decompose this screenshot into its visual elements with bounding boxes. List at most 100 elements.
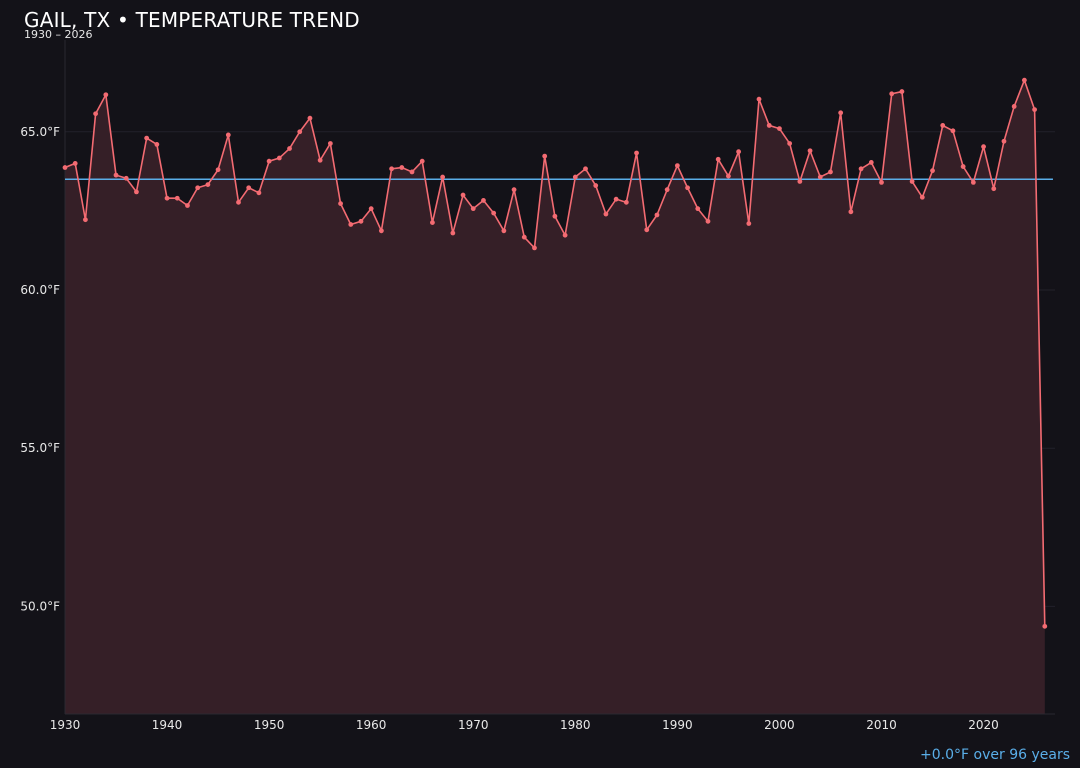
data-point-1965 bbox=[419, 158, 425, 164]
data-point-1954 bbox=[307, 115, 313, 121]
data-point-1972 bbox=[491, 210, 497, 216]
y-tick-label: 55.0°F bbox=[20, 441, 60, 455]
data-point-1995 bbox=[726, 173, 731, 179]
x-tick-label: 1960 bbox=[356, 718, 387, 732]
data-point-1989 bbox=[664, 187, 670, 193]
data-point-1997 bbox=[746, 221, 752, 226]
data-point-2000 bbox=[777, 126, 782, 132]
data-point-1943 bbox=[195, 185, 201, 191]
data-point-1953 bbox=[297, 129, 303, 135]
data-point-1983 bbox=[603, 211, 609, 217]
chart-title: GAIL, TX • TEMPERATURE TREND bbox=[24, 8, 360, 32]
data-point-1973 bbox=[501, 228, 507, 234]
data-point-1979 bbox=[562, 232, 568, 238]
data-point-1944 bbox=[205, 182, 211, 188]
data-point-1947 bbox=[236, 199, 241, 205]
data-point-1984 bbox=[613, 196, 619, 202]
data-point-2020 bbox=[981, 144, 986, 150]
data-point-1939 bbox=[154, 142, 160, 147]
data-point-2002 bbox=[797, 179, 803, 184]
data-point-2003 bbox=[807, 148, 813, 154]
trend-summary: +0.0°F over 96 years bbox=[920, 747, 1070, 763]
data-point-1992 bbox=[695, 206, 701, 212]
data-point-1999 bbox=[766, 123, 772, 128]
data-point-1974 bbox=[511, 187, 517, 193]
x-tick-label: 2010 bbox=[866, 718, 897, 732]
data-point-1957 bbox=[338, 201, 343, 206]
data-point-2009 bbox=[868, 160, 874, 165]
data-point-1969 bbox=[460, 192, 466, 198]
data-point-1933 bbox=[93, 111, 99, 117]
data-point-2010 bbox=[879, 179, 884, 185]
x-tick-label: 2020 bbox=[968, 718, 999, 732]
data-point-1956 bbox=[327, 141, 333, 146]
x-tick-label: 1990 bbox=[662, 718, 693, 732]
data-point-1960 bbox=[368, 206, 374, 212]
data-point-2022 bbox=[1001, 138, 1007, 144]
data-point-1998 bbox=[756, 96, 762, 102]
data-point-1981 bbox=[583, 166, 588, 172]
data-point-1948 bbox=[246, 185, 252, 191]
data-point-1936 bbox=[123, 175, 129, 181]
data-point-1938 bbox=[144, 135, 150, 141]
data-point-1988 bbox=[654, 212, 660, 218]
data-point-1963 bbox=[399, 165, 405, 170]
data-point-1987 bbox=[644, 227, 650, 233]
data-point-2017 bbox=[950, 128, 956, 134]
data-point-1935 bbox=[113, 172, 119, 178]
data-point-2021 bbox=[991, 186, 997, 192]
data-point-1975 bbox=[521, 234, 527, 240]
data-point-1961 bbox=[378, 228, 384, 234]
data-point-2018 bbox=[960, 164, 966, 169]
x-tick-label: 1930 bbox=[50, 718, 81, 732]
data-point-1955 bbox=[317, 157, 323, 163]
x-tick-label: 1980 bbox=[560, 718, 591, 732]
data-point-1962 bbox=[389, 166, 394, 172]
data-point-2023 bbox=[1011, 104, 1017, 109]
data-point-2013 bbox=[909, 179, 915, 184]
data-point-1945 bbox=[215, 167, 221, 173]
data-point-1977 bbox=[542, 153, 548, 159]
data-point-1985 bbox=[623, 199, 629, 205]
data-point-2004 bbox=[817, 174, 823, 180]
data-point-1930 bbox=[62, 165, 68, 170]
data-point-2026 bbox=[1042, 623, 1048, 629]
data-point-2024 bbox=[1021, 77, 1027, 83]
data-point-1958 bbox=[348, 222, 354, 227]
y-tick-label: 50.0°F bbox=[20, 599, 60, 613]
data-points bbox=[62, 77, 1048, 629]
data-point-2014 bbox=[919, 194, 925, 200]
data-point-1971 bbox=[481, 198, 486, 203]
data-point-1967 bbox=[440, 174, 446, 180]
data-point-1931 bbox=[72, 161, 78, 166]
data-point-2006 bbox=[838, 110, 844, 116]
data-point-1986 bbox=[634, 150, 639, 156]
data-point-1978 bbox=[552, 213, 558, 219]
data-point-1949 bbox=[256, 190, 262, 196]
data-point-1946 bbox=[225, 132, 231, 138]
data-point-1993 bbox=[705, 218, 711, 224]
x-tick-label: 2000 bbox=[764, 718, 795, 732]
y-tick-label: 60.0°F bbox=[20, 283, 60, 297]
data-point-2011 bbox=[889, 91, 895, 97]
data-point-1937 bbox=[134, 189, 139, 195]
data-point-1968 bbox=[450, 230, 456, 236]
x-tick-label: 1970 bbox=[458, 718, 489, 732]
data-point-1982 bbox=[593, 183, 599, 188]
x-tick-label: 1940 bbox=[152, 718, 183, 732]
data-point-2025 bbox=[1032, 107, 1037, 113]
data-point-2007 bbox=[848, 209, 854, 215]
data-point-1934 bbox=[103, 92, 109, 98]
y-tick-label: 65.0°F bbox=[20, 125, 60, 139]
data-point-1940 bbox=[164, 195, 170, 201]
data-point-1966 bbox=[430, 220, 435, 225]
data-point-1990 bbox=[674, 163, 680, 169]
data-point-2019 bbox=[970, 179, 976, 185]
chart-subtitle: 1930 – 2026 bbox=[24, 28, 93, 41]
data-point-2015 bbox=[930, 168, 935, 174]
data-point-1994 bbox=[715, 156, 721, 162]
data-point-1976 bbox=[532, 245, 537, 251]
data-point-1996 bbox=[736, 149, 742, 155]
